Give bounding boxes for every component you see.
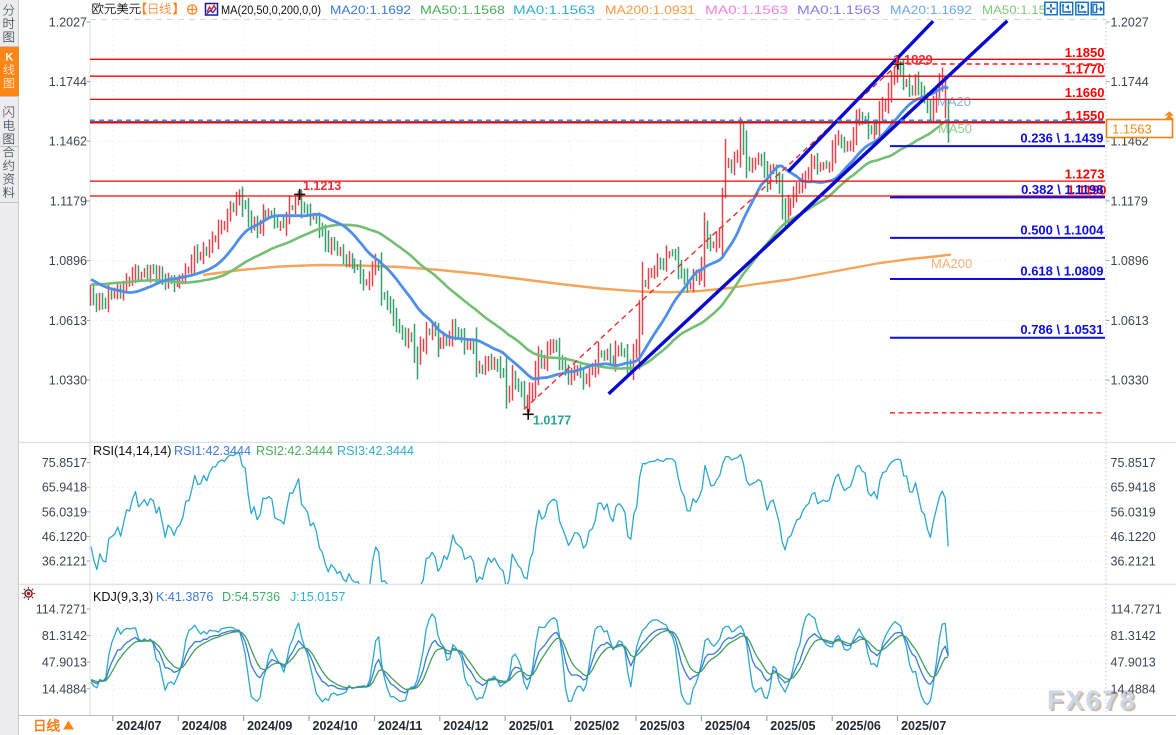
svg-text:114.7271: 114.7271 (36, 603, 87, 617)
svg-text:FX678: FX678 (1049, 687, 1139, 717)
svg-text:MA0:1.1563: MA0:1.1563 (705, 3, 788, 17)
svg-text:0.236 \ 1.1439: 0.236 \ 1.1439 (1020, 131, 1103, 146)
svg-text:MA50:1.15: MA50:1.15 (982, 3, 1046, 17)
svg-text:1.1744: 1.1744 (49, 75, 87, 89)
svg-text:2025/01: 2025/01 (509, 719, 554, 733)
svg-text:2024/09: 2024/09 (247, 719, 292, 733)
svg-text:MA200:1.0931: MA200:1.0931 (605, 3, 695, 17)
svg-text:1.1770: 1.1770 (1065, 62, 1105, 77)
svg-text:81.3142: 81.3142 (42, 629, 87, 643)
svg-text:MA50:1.1568: MA50:1.1568 (420, 3, 505, 17)
svg-text:2024/07: 2024/07 (116, 719, 161, 733)
svg-text:36.2121: 36.2121 (42, 555, 87, 569)
svg-text:1.1190: 1.1190 (1067, 182, 1106, 197)
svg-text:47.9013: 47.9013 (42, 656, 87, 670)
svg-text:0.500 \ 1.1004: 0.500 \ 1.1004 (1020, 222, 1104, 237)
svg-text:MA20: MA20 (937, 94, 971, 109)
svg-text:2025/07: 2025/07 (901, 719, 946, 733)
svg-text:MA20:1.1692: MA20:1.1692 (330, 3, 411, 17)
svg-text:114.7271: 114.7271 (1111, 603, 1162, 617)
svg-text:FX678: FX678 (1047, 685, 1137, 715)
svg-text:2024/11: 2024/11 (378, 719, 423, 733)
svg-text:1.1744: 1.1744 (1111, 75, 1149, 89)
svg-text:75.8517: 75.8517 (42, 456, 87, 470)
svg-text:RSI(14,14,14): RSI(14,14,14) (93, 444, 171, 458)
svg-text:1.1660: 1.1660 (1065, 85, 1105, 100)
svg-text:MA200: MA200 (931, 256, 972, 271)
svg-text:2025/06: 2025/06 (836, 719, 881, 733)
svg-text:1.0613: 1.0613 (1111, 314, 1149, 328)
svg-text:MA20:1.1692: MA20:1.1692 (890, 3, 972, 17)
svg-text:1.2027: 1.2027 (49, 16, 87, 30)
svg-text:2024/12: 2024/12 (443, 719, 488, 733)
svg-text:0.786 \ 1.0531: 0.786 \ 1.0531 (1020, 322, 1103, 337)
svg-text:1.2027: 1.2027 (1111, 16, 1149, 30)
svg-text:1.1273: 1.1273 (1065, 167, 1105, 182)
svg-text:1.1829: 1.1829 (893, 52, 933, 67)
svg-text:47.9013: 47.9013 (1111, 656, 1156, 670)
svg-text:1.0896: 1.0896 (1111, 254, 1149, 268)
svg-text:65.9418: 65.9418 (42, 481, 87, 495)
svg-text:KDJ(9,3,3): KDJ(9,3,3) (93, 590, 153, 604)
svg-text:1.1213: 1.1213 (303, 179, 341, 193)
svg-text:2024/08: 2024/08 (182, 719, 227, 733)
svg-text:46.1220: 46.1220 (42, 530, 87, 544)
svg-text:2024/10: 2024/10 (313, 719, 358, 733)
svg-text:46.1220: 46.1220 (1111, 530, 1156, 544)
svg-text:1.0330: 1.0330 (1111, 374, 1149, 388)
svg-text:2025/02: 2025/02 (574, 719, 619, 733)
svg-text:1.0613: 1.0613 (49, 314, 87, 328)
svg-text:MA0:1.1563: MA0:1.1563 (797, 3, 880, 17)
svg-text:J:15.0157: J:15.0157 (290, 590, 345, 604)
svg-text:0.382 \ 1.1198: 0.382 \ 1.1198 (1021, 182, 1103, 197)
svg-text:36.2121: 36.2121 (1111, 555, 1156, 569)
svg-text:1.1550: 1.1550 (1065, 108, 1105, 123)
svg-text:14.4884: 14.4884 (42, 682, 87, 696)
svg-text:1.0177: 1.0177 (533, 414, 571, 428)
svg-text:81.3142: 81.3142 (1111, 629, 1156, 643)
svg-text:K:41.3876: K:41.3876 (156, 590, 213, 604)
svg-text:1.0896: 1.0896 (49, 254, 87, 268)
svg-text:1.1179: 1.1179 (1111, 194, 1148, 208)
svg-text:14.4884: 14.4884 (1111, 682, 1156, 696)
svg-text:MA50: MA50 (938, 121, 972, 136)
svg-text:1.1850: 1.1850 (1065, 45, 1105, 60)
svg-text:56.0319: 56.0319 (42, 505, 87, 519)
svg-text:RSI2:42.3444: RSI2:42.3444 (256, 444, 333, 458)
svg-text:65.9418: 65.9418 (1111, 481, 1156, 495)
svg-text:RSI1:42.3444: RSI1:42.3444 (174, 444, 251, 458)
svg-text:1.1563: 1.1563 (1112, 122, 1152, 137)
svg-text:1.0330: 1.0330 (49, 374, 87, 388)
svg-text:K: K (5, 52, 13, 64)
svg-text:MA0:1.1563: MA0:1.1563 (513, 3, 595, 17)
svg-text:2025/05: 2025/05 (770, 719, 815, 733)
svg-text:1.1462: 1.1462 (49, 135, 87, 149)
svg-text:75.8517: 75.8517 (1111, 456, 1156, 470)
svg-text:56.0319: 56.0319 (1111, 505, 1156, 519)
svg-text:0.618 \ 1.0809: 0.618 \ 1.0809 (1020, 264, 1103, 279)
svg-text:2025/04: 2025/04 (705, 719, 750, 733)
svg-text:D:54.5736: D:54.5736 (222, 590, 280, 604)
svg-text:2025/03: 2025/03 (640, 719, 685, 733)
svg-text:MA(20,50,0,200,0,0): MA(20,50,0,200,0,0) (221, 3, 321, 17)
svg-text:RSI3:42.3444: RSI3:42.3444 (337, 444, 414, 458)
svg-text:1.1179: 1.1179 (50, 194, 87, 208)
